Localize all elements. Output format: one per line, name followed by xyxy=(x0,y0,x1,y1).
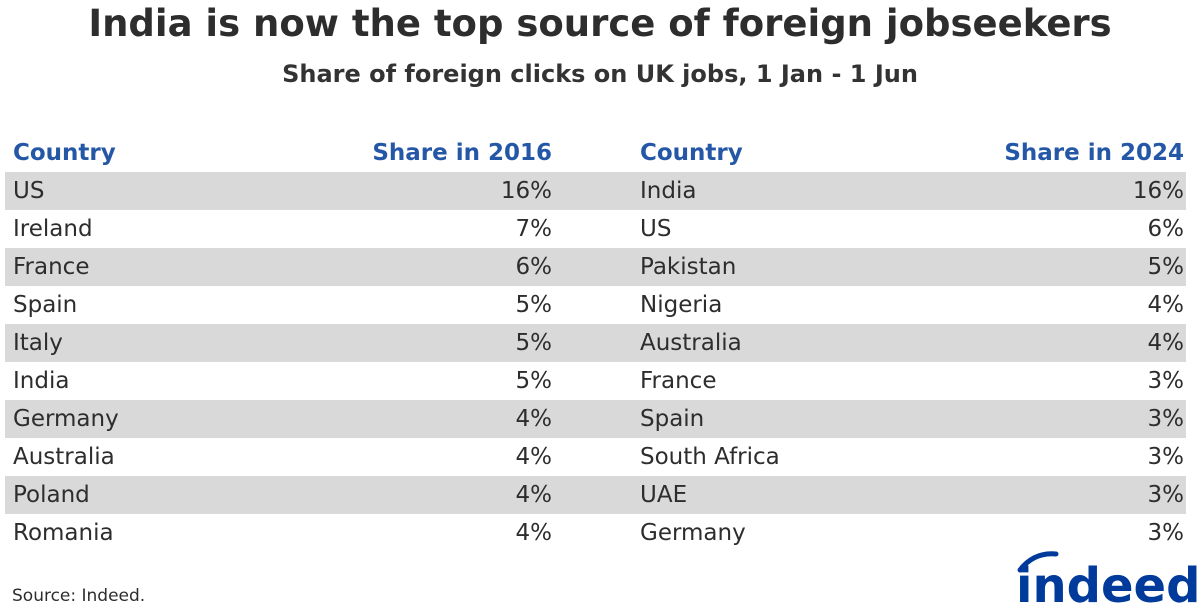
country-2016-cell: Ireland xyxy=(13,216,93,242)
share-2016-cell: 4% xyxy=(515,444,553,470)
table-row: Australia 4% South Africa 3% xyxy=(5,438,1186,476)
table-row: Ireland 7% US 6% xyxy=(5,210,1186,248)
country-2016-cell: Australia xyxy=(13,444,115,470)
share-2016-cell: 5% xyxy=(515,330,553,356)
country-2024-cell: France xyxy=(640,368,717,394)
share-2024-cell: 3% xyxy=(1147,368,1185,394)
share-2024-cell: 4% xyxy=(1147,330,1185,356)
country-2016-cell: France xyxy=(13,254,90,280)
share-2024-cell: 16% xyxy=(1132,178,1184,204)
table-row: Spain 5% Nigeria 4% xyxy=(5,286,1186,324)
country-2016-cell: US xyxy=(13,178,45,204)
country-2016-cell: Romania xyxy=(13,520,114,546)
table-row: India 5% France 3% xyxy=(5,362,1186,400)
country-2024-cell: India xyxy=(640,178,697,204)
source-note: Source: Indeed. xyxy=(12,586,146,606)
col-header-share-2024: Share in 2024 xyxy=(1004,140,1184,166)
country-2024-cell: Spain xyxy=(640,406,705,432)
table-row: US 16% India 16% xyxy=(5,172,1186,210)
country-2024-cell: Germany xyxy=(640,520,746,546)
share-2024-cell: 4% xyxy=(1147,292,1185,318)
share-2024-cell: 3% xyxy=(1147,406,1185,432)
share-2024-cell: 6% xyxy=(1147,216,1185,242)
col-header-share-2016: Share in 2016 xyxy=(372,140,552,166)
share-2024-cell: 3% xyxy=(1147,444,1185,470)
indeed-logo: indeed xyxy=(1016,551,1200,608)
table-row: Poland 4% UAE 3% xyxy=(5,476,1186,514)
share-2024-cell: 3% xyxy=(1147,520,1185,546)
chart-subtitle: Share of foreign clicks on UK jobs, 1 Ja… xyxy=(282,60,918,88)
country-2024-cell: South Africa xyxy=(640,444,780,470)
country-2016-cell: India xyxy=(13,368,70,394)
share-2016-cell: 4% xyxy=(515,482,553,508)
table-row: Italy 5% Australia 4% xyxy=(5,324,1186,362)
country-2024-cell: Australia xyxy=(640,330,742,356)
country-2016-cell: Germany xyxy=(13,406,119,432)
table-row: France 6% Pakistan 5% xyxy=(5,248,1186,286)
country-2024-cell: Nigeria xyxy=(640,292,723,318)
share-2016-cell: 5% xyxy=(515,368,553,394)
country-2024-cell: US xyxy=(640,216,672,242)
share-2016-cell: 4% xyxy=(515,406,553,432)
share-2024-cell: 3% xyxy=(1147,482,1185,508)
share-2016-cell: 4% xyxy=(515,520,553,546)
share-2016-cell: 7% xyxy=(515,216,553,242)
country-2024-cell: Pakistan xyxy=(640,254,737,280)
col-header-country-2024: Country xyxy=(640,140,743,166)
share-2016-cell: 6% xyxy=(515,254,553,280)
country-2016-cell: Spain xyxy=(13,292,78,318)
svg-text:indeed: indeed xyxy=(1016,558,1200,608)
table-row: Germany 4% Spain 3% xyxy=(5,400,1186,438)
col-header-country-2016: Country xyxy=(13,140,116,166)
country-2024-cell: UAE xyxy=(640,482,688,508)
chart-title: India is now the top source of foreign j… xyxy=(88,2,1112,45)
share-2016-cell: 16% xyxy=(500,178,552,204)
share-2024-cell: 5% xyxy=(1147,254,1185,280)
country-2016-cell: Poland xyxy=(13,482,90,508)
share-2016-cell: 5% xyxy=(515,292,553,318)
share-table: Country Share in 2016 Country Share in 2… xyxy=(5,134,1186,552)
table-row: Romania 4% Germany 3% xyxy=(5,514,1186,552)
country-2016-cell: Italy xyxy=(13,330,63,356)
table-header-row: Country Share in 2016 Country Share in 2… xyxy=(5,134,1186,172)
